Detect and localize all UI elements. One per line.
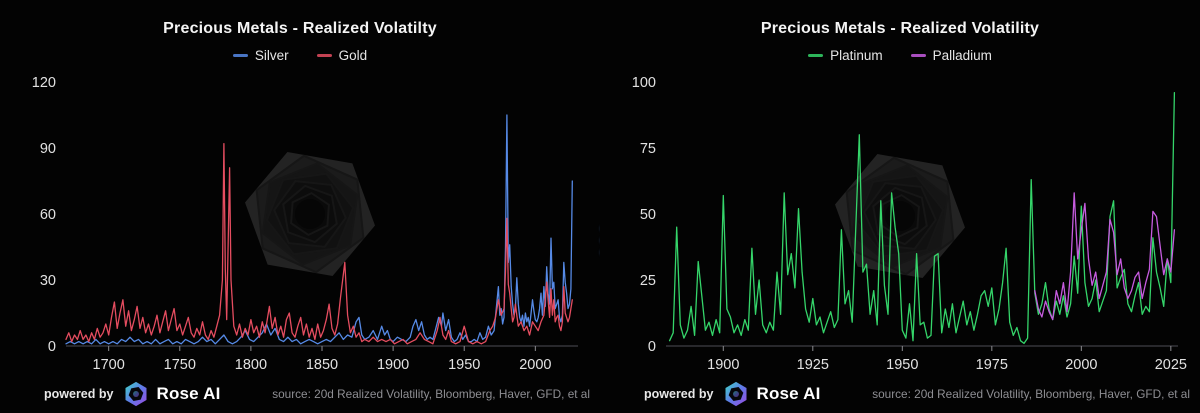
rose-ai-logo-icon: [125, 381, 147, 407]
x-tick-label: 1750: [164, 357, 196, 373]
legend-label-platinum: Platinum: [830, 48, 883, 63]
legend-label-silver: Silver: [254, 48, 289, 63]
legend-right: Platinum Palladium: [600, 48, 1200, 63]
x-tick-label: 2000: [519, 357, 551, 373]
plot-silver-gold[interactable]: 1700 1750 1800 1850 1900 1950 2000 0 30 60 90 120: [0, 0, 600, 413]
footer-right: powered by Rose AI source: 20d Realized …: [644, 379, 1190, 409]
powered-by-label: powered by: [644, 387, 714, 401]
y-tick-label: 90: [40, 141, 56, 157]
hexagon-vortex-watermark-icon: [245, 152, 375, 276]
brand-name: Rose AI: [756, 384, 821, 403]
hexagon-vortex-watermark-icon: [835, 154, 965, 278]
y-tick-label: 100: [632, 75, 656, 91]
legend-marker-gold: [316, 54, 332, 57]
footer-left: powered by Rose AI source: 20d Realized …: [44, 379, 590, 409]
y-tick-label: 25: [640, 273, 656, 289]
powered-by-label: powered by: [44, 387, 114, 401]
legend-item-gold[interactable]: Gold: [316, 48, 368, 63]
y-tick-label: 60: [40, 207, 56, 223]
legend-marker-palladium: [910, 54, 926, 57]
x-tick-label: 1850: [306, 357, 338, 373]
rose-ai-logo-icon: [725, 381, 747, 407]
chart-title-left: Precious Metals - Realized Volatilty: [163, 20, 437, 37]
y-tick-label: 30: [40, 273, 56, 289]
legend-item-silver[interactable]: Silver: [232, 48, 289, 63]
legend-marker-platinum: [808, 54, 824, 57]
x-tick-label: 1900: [377, 357, 409, 373]
source-note-left: source: 20d Realized Volatility, Bloombe…: [272, 387, 590, 401]
chart-panel-platinum-palladium: Precious Metals - Realized Volatility Pl…: [600, 0, 1200, 413]
series-line-gold[interactable]: [65, 142, 573, 345]
x-tick-label: 1950: [448, 357, 480, 373]
x-tick-label: 2025: [1155, 357, 1187, 373]
brand-name: Rose AI: [156, 384, 221, 403]
legend-marker-silver: [232, 54, 248, 57]
x-tick-label: 1900: [707, 357, 739, 373]
legend-left: Silver Gold: [0, 48, 600, 63]
chart-panel-silver-gold: Precious Metals - Realized Volatilty Sil…: [0, 0, 600, 413]
source-note-right: source: 20d Realized Volatility, Bloombe…: [872, 387, 1190, 401]
x-tick-label: 1950: [886, 357, 918, 373]
series-line-silver[interactable]: [65, 114, 573, 345]
legend-label-palladium: Palladium: [932, 48, 992, 63]
series-line-platinum[interactable]: [668, 91, 1176, 345]
chart-title-right: Precious Metals - Realized Volatility: [760, 20, 1040, 37]
series-line-palladium[interactable]: [1034, 192, 1176, 321]
y-tick-label: 75: [640, 141, 656, 157]
legend-item-palladium[interactable]: Palladium: [910, 48, 992, 63]
x-tick-label: 1800: [235, 357, 267, 373]
x-tick-label: 1700: [93, 357, 125, 373]
legend-label-gold: Gold: [338, 48, 368, 63]
y-tick-label: 50: [640, 207, 656, 223]
x-tick-label: 1975: [976, 357, 1008, 373]
x-tick-label: 1925: [797, 357, 829, 373]
plot-platinum-palladium[interactable]: 1900 1925 1950 1975 2000 2025 0 25 50 75 100: [600, 0, 1200, 413]
x-tick-label: 2000: [1065, 357, 1097, 373]
legend-item-platinum[interactable]: Platinum: [808, 48, 883, 63]
y-tick-label: 0: [648, 339, 656, 355]
y-tick-label: 120: [32, 75, 56, 91]
y-tick-label: 0: [48, 339, 56, 355]
